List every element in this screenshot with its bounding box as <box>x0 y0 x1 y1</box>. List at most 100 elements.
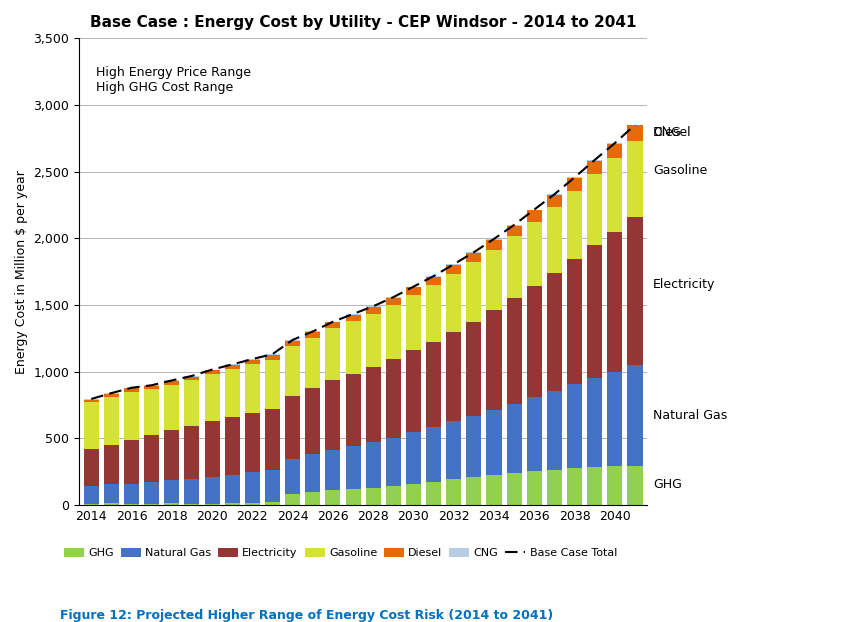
Bar <box>365 307 380 313</box>
Bar <box>345 489 360 505</box>
Bar <box>264 503 280 505</box>
Bar <box>204 370 219 374</box>
Bar <box>184 479 200 504</box>
Bar <box>386 359 400 438</box>
Bar <box>566 468 582 505</box>
Bar <box>264 470 280 503</box>
Bar <box>466 322 481 415</box>
Bar <box>144 482 159 504</box>
Base Case Total <box>408 283 418 290</box>
Bar <box>566 178 582 191</box>
Bar <box>285 341 300 346</box>
Text: Gasoline: Gasoline <box>652 164 706 177</box>
Bar <box>365 313 380 367</box>
Bar <box>445 274 461 332</box>
Bar <box>245 359 259 360</box>
Bar <box>587 245 601 378</box>
Bar <box>204 477 219 504</box>
Bar <box>245 503 259 505</box>
Bar <box>84 399 99 400</box>
Bar <box>285 494 300 505</box>
Base Case Total <box>368 302 378 310</box>
Bar <box>325 328 340 380</box>
Bar <box>305 332 320 338</box>
Bar <box>405 432 421 484</box>
Bar <box>506 404 521 473</box>
Legend: GHG, Natural Gas, Electricity, Gasoline, Diesel, CNG, Base Case Total: GHG, Natural Gas, Electricity, Gasoline,… <box>60 543 621 563</box>
Base Case Total <box>388 294 398 301</box>
Bar <box>606 158 622 231</box>
Bar <box>405 484 421 505</box>
Base Case Total <box>468 249 479 256</box>
Bar <box>305 338 320 388</box>
Bar <box>627 126 641 141</box>
Bar <box>104 484 119 503</box>
Bar <box>325 490 340 505</box>
Base Case Total <box>126 384 136 391</box>
Bar <box>566 177 582 178</box>
Bar <box>486 475 501 505</box>
Base Case Total <box>489 235 499 243</box>
Bar <box>184 376 200 380</box>
Bar <box>104 503 119 505</box>
Base Case Total <box>428 272 438 280</box>
Bar <box>606 466 622 505</box>
Bar <box>546 470 561 505</box>
Bar <box>506 299 521 404</box>
Base Case Total <box>548 190 559 198</box>
Base Case Total <box>267 350 277 358</box>
Base Case Total <box>287 336 298 343</box>
Bar <box>386 298 400 305</box>
Bar <box>124 388 139 389</box>
Bar <box>627 466 641 505</box>
Base Case Total <box>609 139 619 147</box>
Bar <box>365 306 380 307</box>
Bar <box>264 360 280 409</box>
Bar <box>104 397 119 445</box>
Bar <box>506 226 521 236</box>
Bar <box>627 125 641 126</box>
Base Case Total <box>529 206 539 213</box>
Bar <box>204 369 219 370</box>
Bar <box>164 480 179 503</box>
Bar <box>365 442 380 488</box>
Bar <box>144 386 159 389</box>
Bar <box>445 332 461 421</box>
Bar <box>526 285 542 397</box>
Base Case Total <box>589 156 599 164</box>
Bar <box>627 365 641 466</box>
Bar <box>526 397 542 471</box>
Bar <box>445 479 461 505</box>
Bar <box>546 273 561 391</box>
Bar <box>466 415 481 477</box>
Bar <box>627 217 641 365</box>
Bar <box>245 413 259 472</box>
Bar <box>124 392 139 440</box>
Bar <box>486 239 501 249</box>
Bar <box>285 340 300 341</box>
Base Case Total <box>187 372 197 379</box>
Bar <box>305 454 320 493</box>
Bar <box>506 225 521 226</box>
Bar <box>466 262 481 322</box>
Base Case Total <box>448 261 458 268</box>
Bar <box>305 388 320 454</box>
Bar <box>184 380 200 426</box>
Bar <box>466 477 481 505</box>
Base Case Total <box>307 328 317 335</box>
Bar <box>426 427 441 481</box>
Bar <box>264 409 280 470</box>
Bar <box>184 504 200 505</box>
Bar <box>345 447 360 489</box>
Bar <box>566 191 582 259</box>
Bar <box>204 504 219 505</box>
Bar <box>345 321 360 374</box>
Bar <box>405 295 421 350</box>
Bar <box>144 435 159 482</box>
Bar <box>486 249 501 310</box>
Bar <box>84 400 99 402</box>
Bar <box>224 364 240 365</box>
Bar <box>164 430 179 480</box>
Base Case Total <box>147 381 157 389</box>
Bar <box>587 378 601 467</box>
